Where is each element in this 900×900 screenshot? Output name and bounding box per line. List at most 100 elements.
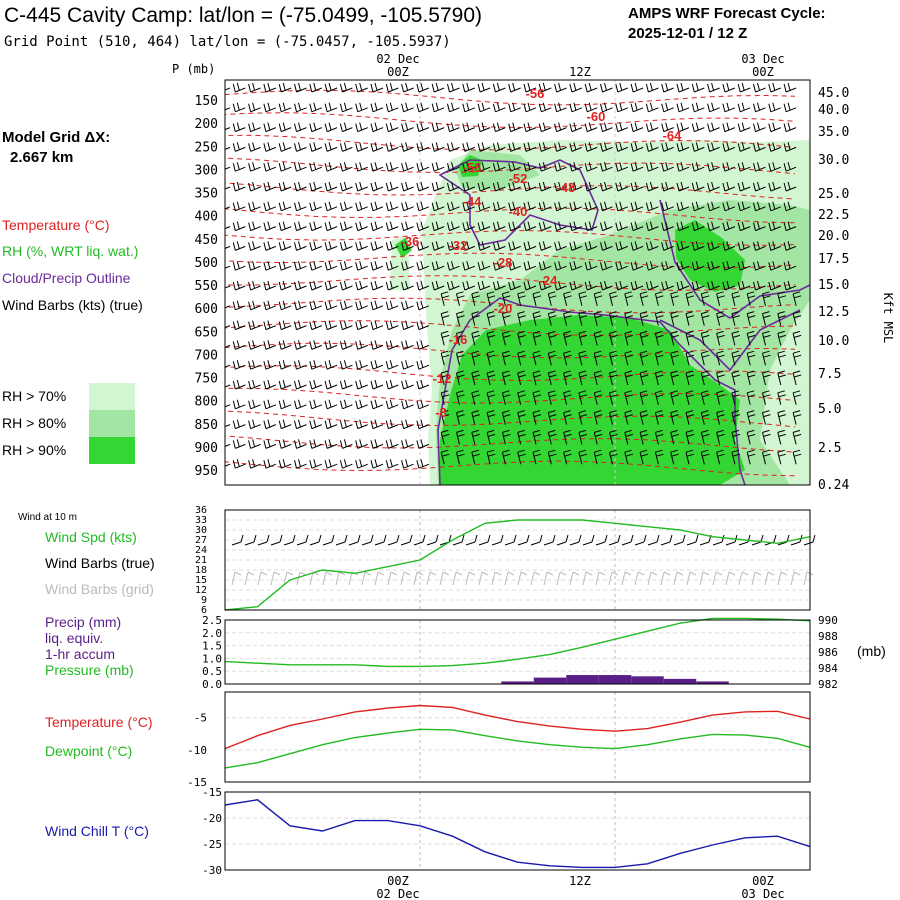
wind-barb-flag bbox=[447, 281, 450, 291]
wind-barb-flag bbox=[267, 201, 271, 210]
wind-barb-flag bbox=[645, 143, 649, 152]
wind-barb-flag bbox=[218, 262, 220, 270]
wind-barb-staff bbox=[571, 265, 583, 271]
wind-barb-flag bbox=[686, 315, 695, 319]
wind-barb-flag bbox=[548, 429, 556, 433]
wind-barb-flag bbox=[523, 143, 527, 152]
surface-barb-grid-flag bbox=[442, 571, 450, 576]
wind-barb-flag bbox=[252, 221, 256, 230]
wind-barb-flag bbox=[578, 449, 587, 453]
wind-barb-flag bbox=[370, 163, 374, 172]
wind-barb-flag bbox=[741, 261, 745, 269]
wind-barb-flag bbox=[793, 315, 802, 319]
surface-barb-grid bbox=[296, 571, 301, 586]
legend-rh80-swatch bbox=[89, 410, 135, 437]
wind-barb-staff bbox=[296, 285, 307, 291]
wind-barb-staff bbox=[777, 412, 782, 425]
wind-barb-flag bbox=[374, 439, 378, 448]
wind-barb-flag bbox=[471, 429, 479, 433]
wind-barb-flag bbox=[578, 410, 587, 414]
wind-barb-flag bbox=[777, 330, 785, 334]
wind-barb-flag bbox=[777, 311, 785, 315]
wind-barb-flag bbox=[564, 374, 572, 378]
wind-barb-staff bbox=[593, 392, 598, 405]
wind-barb-staff bbox=[326, 305, 338, 311]
wind-barb-flag bbox=[481, 221, 485, 230]
wind-barb-staff bbox=[663, 87, 674, 93]
wind-barb-flag bbox=[549, 295, 557, 299]
surface-barb-true bbox=[504, 541, 515, 546]
wind-barb-flag bbox=[584, 202, 588, 211]
wind-barb-flag bbox=[569, 83, 573, 93]
wind-barb-staff bbox=[281, 186, 292, 192]
wind-barb-flag bbox=[401, 460, 405, 469]
wind-barb-flag bbox=[267, 379, 271, 388]
wind-barb-flag bbox=[313, 459, 317, 467]
wind-barb-flag bbox=[538, 202, 542, 211]
wind-barb-flag bbox=[630, 222, 634, 231]
wind-barb-flag bbox=[768, 182, 772, 192]
wind-barb-flag bbox=[309, 460, 313, 469]
surface-barb-grid-flag bbox=[663, 571, 671, 576]
surface-barb-grid bbox=[595, 571, 600, 586]
wind-barb-staff bbox=[403, 87, 414, 93]
wind-barb-staff bbox=[700, 412, 705, 425]
wind-barb-flag bbox=[792, 330, 801, 334]
wind-barb-flag bbox=[701, 330, 709, 334]
wind-barb-flag bbox=[640, 315, 649, 319]
surface-barb-grid-flag bbox=[364, 571, 372, 576]
wind-barb-staff bbox=[556, 206, 567, 212]
wind-barb-staff bbox=[311, 206, 322, 212]
surface-barb-grid-flag bbox=[377, 571, 385, 576]
wind-barb-flag bbox=[294, 103, 297, 112]
wind-barb-staff bbox=[479, 127, 491, 133]
wind-barb-flag bbox=[702, 334, 710, 338]
wind-barb-flag bbox=[523, 182, 527, 192]
wind-barb-flag bbox=[267, 360, 271, 368]
wind-barb-flag bbox=[477, 123, 481, 132]
wind-barb-flag bbox=[456, 311, 464, 315]
wind-barb-flag bbox=[726, 201, 730, 210]
temperature-contour-label: -40 bbox=[509, 204, 528, 219]
wind-barb-staff bbox=[471, 372, 476, 386]
wind-barb-flag bbox=[793, 295, 802, 299]
wind-barb-staff bbox=[281, 463, 292, 469]
wind-barb-staff bbox=[357, 443, 368, 449]
wind-barb-staff bbox=[740, 127, 751, 133]
wind-barb-staff bbox=[762, 313, 766, 326]
wind-barb-staff bbox=[326, 384, 338, 390]
wind-barb-staff bbox=[731, 353, 736, 366]
wind-barb-staff bbox=[449, 127, 460, 133]
wind-barb-staff bbox=[654, 452, 659, 465]
legend-rh70-swatch bbox=[89, 383, 135, 410]
wind-barb-staff bbox=[746, 293, 751, 306]
wind-barb-flag bbox=[554, 163, 558, 172]
wind-barb-flag bbox=[401, 321, 405, 330]
wind-barb-flag bbox=[405, 379, 409, 388]
wind-barb-flag bbox=[374, 261, 378, 269]
wind-barb-flag bbox=[420, 102, 424, 111]
surface-barb-grid-flag bbox=[533, 571, 541, 576]
wind-barb-staff bbox=[602, 87, 613, 93]
wind-barb-flag bbox=[645, 242, 649, 251]
wind-barb-flag bbox=[630, 281, 634, 291]
wind-barb-flag bbox=[527, 241, 531, 250]
surface-barb-true-flag bbox=[526, 534, 530, 543]
wind-barb-staff bbox=[357, 166, 368, 172]
surface-barb-true-flag bbox=[565, 534, 569, 543]
wind-barb-flag bbox=[661, 222, 665, 231]
wind-barb-flag bbox=[456, 449, 464, 453]
wind-barb-flag bbox=[680, 142, 684, 151]
surface-barb-true bbox=[452, 541, 463, 546]
wind-barb-staff bbox=[517, 392, 522, 405]
height-tick-4: 25.0 bbox=[818, 187, 849, 202]
wind-barb-flag bbox=[512, 82, 516, 91]
wind-barb-flag bbox=[772, 241, 776, 250]
wind-barb-flag bbox=[695, 122, 699, 131]
pressure-tick-984: 984 bbox=[818, 662, 838, 675]
wind-barb-staff bbox=[602, 107, 613, 113]
wind-barb-flag bbox=[573, 280, 577, 289]
wind-barb-flag bbox=[252, 320, 256, 329]
wind-barb-staff bbox=[434, 245, 445, 251]
wind-barb-staff bbox=[648, 186, 659, 192]
